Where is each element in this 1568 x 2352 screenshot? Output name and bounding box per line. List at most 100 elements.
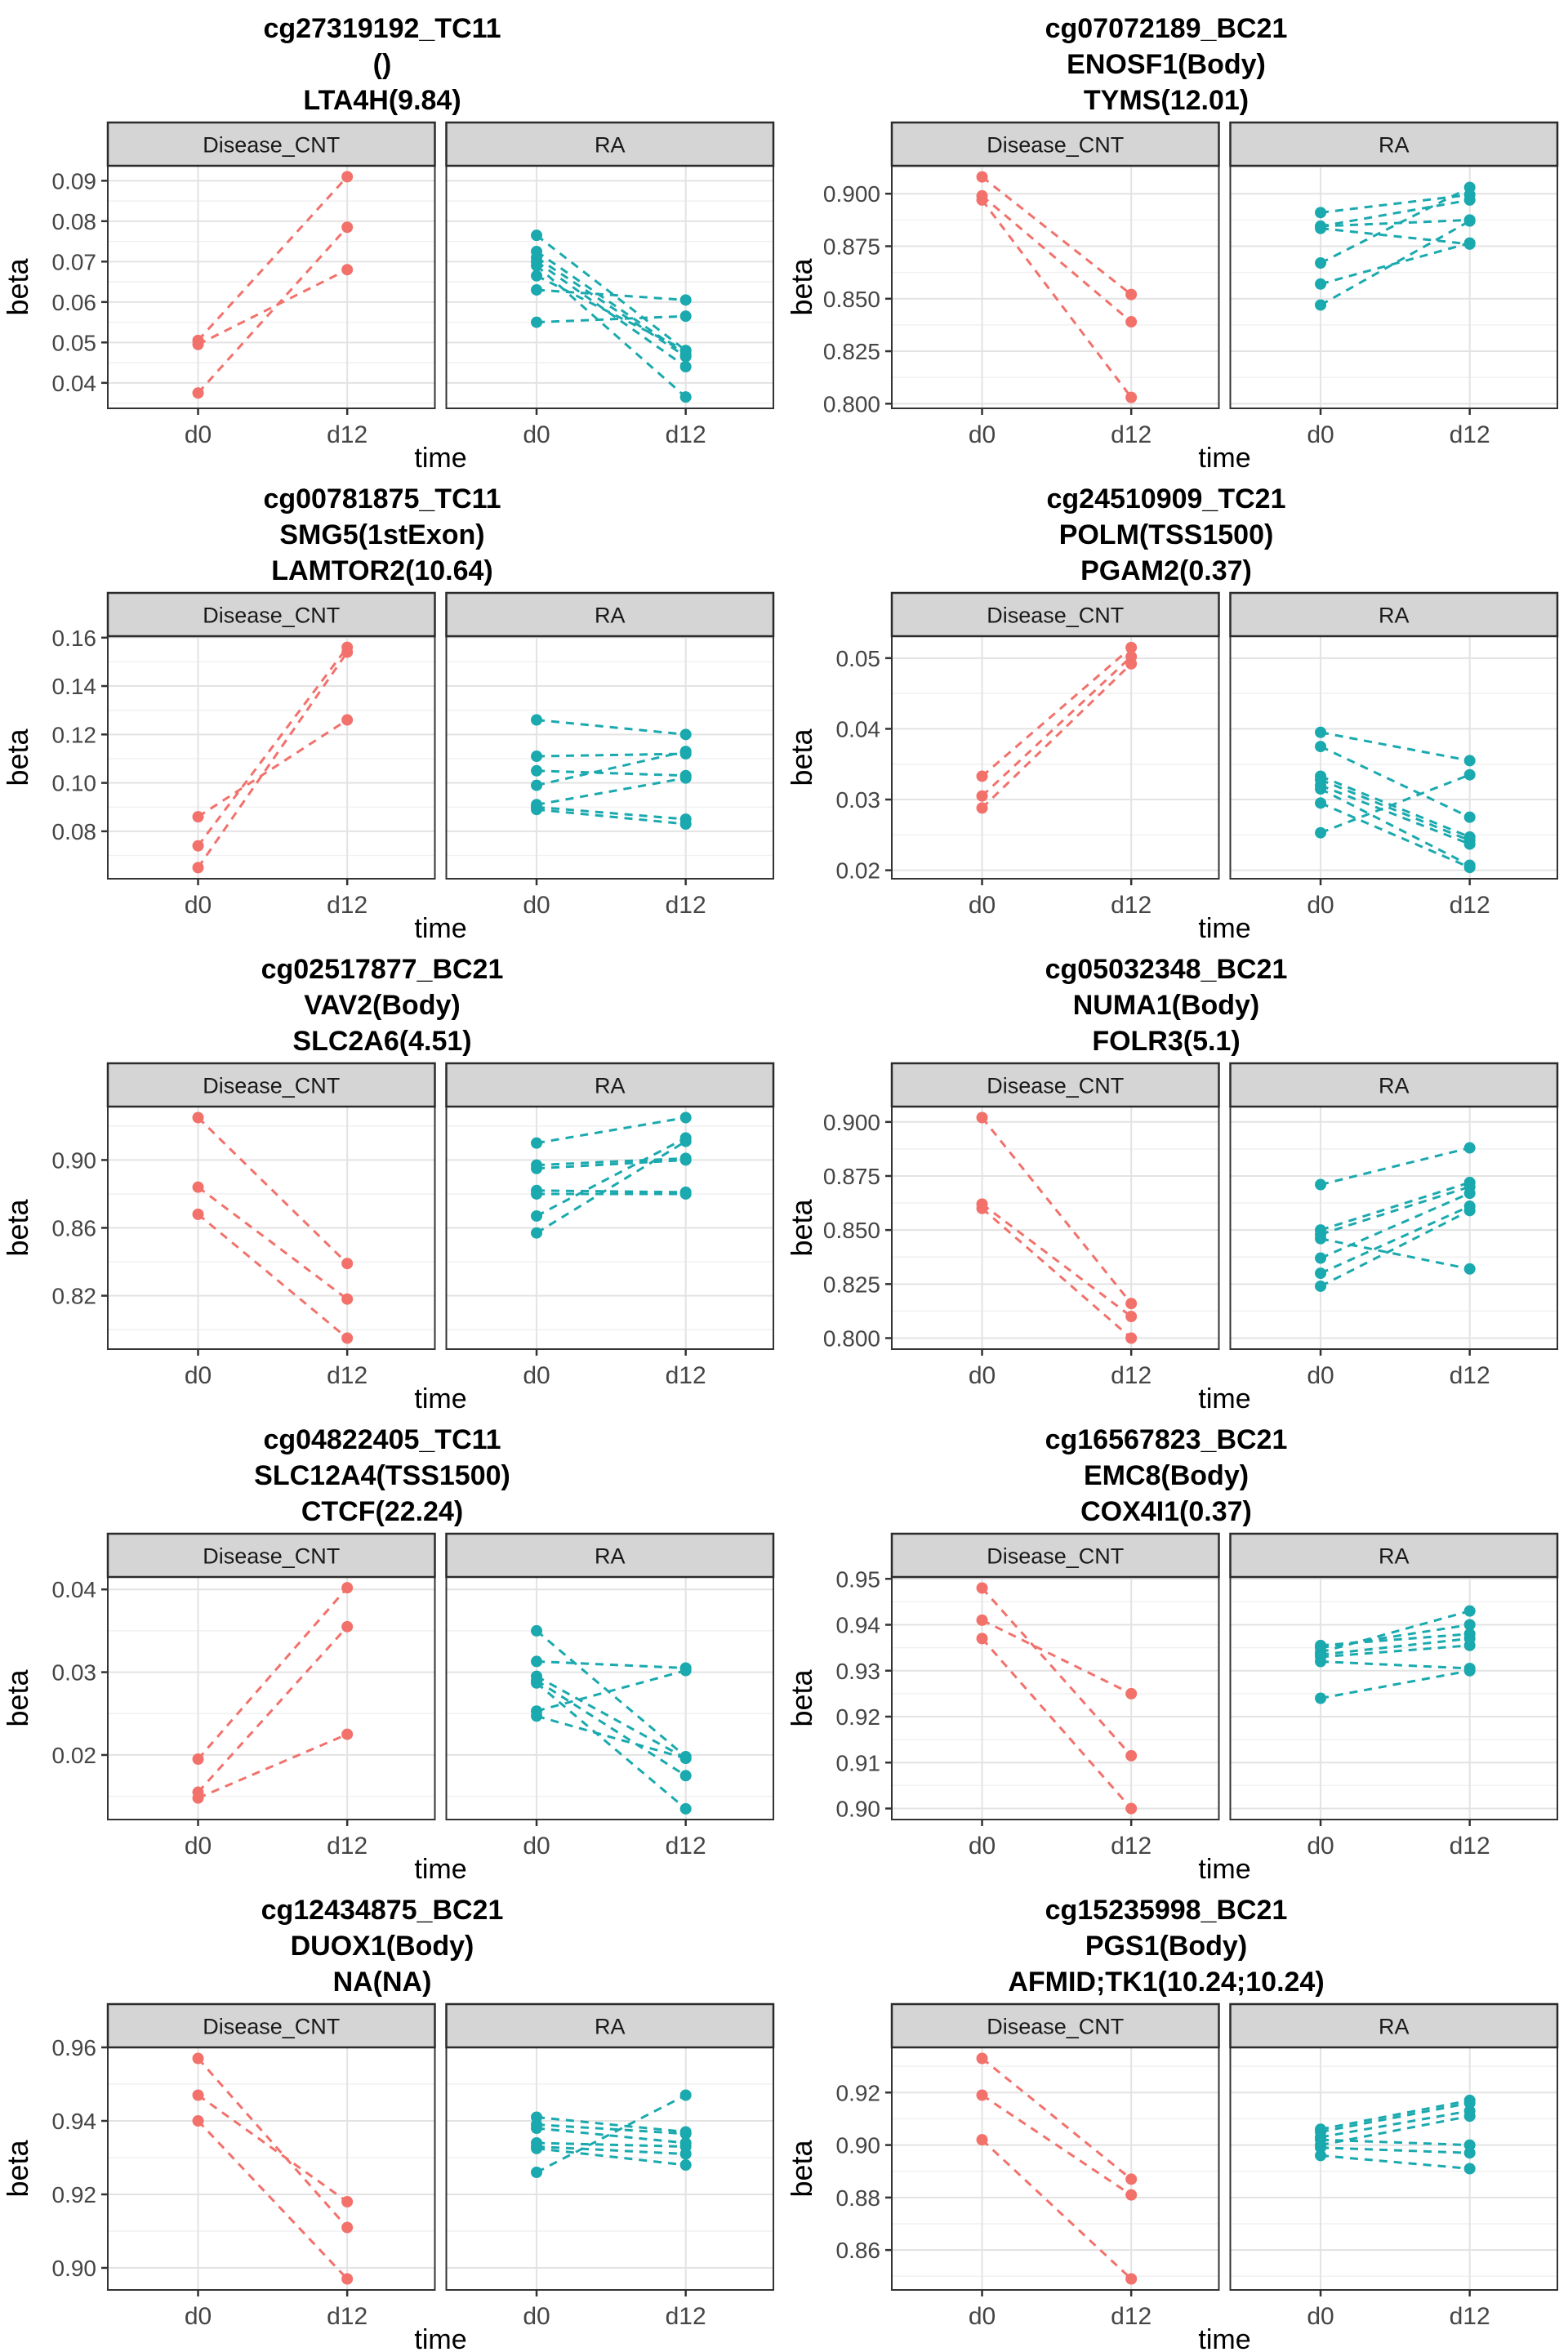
data-point [1463,862,1476,874]
data-point [531,2123,543,2134]
slope-chart: cg02517877_BC21 VAV2(Body) SLC2A6(4.51) Dis… [1,954,775,1411]
data-point [341,1728,354,1740]
series-line [1320,227,1470,246]
facet-strip [1229,1532,1559,1579]
data-point [679,1752,692,1764]
panel-background [892,636,1219,879]
facet-strip-label: Disease_CNT [203,2015,340,2039]
chart-title-line: SLC12A4(TSS1500) [254,1460,510,1491]
data-point [679,1154,692,1166]
chart-title-line: cg07072189_BC21 [1045,13,1288,44]
data-point [679,345,692,357]
y-tick-label: 0.94 [836,1613,881,1638]
chart-cell: cg15235998_BC21 PGS1(Body) AFMID;TK1(10.24… [784,1882,1568,2352]
series-line [536,1116,686,1145]
x-tick-label: d12 [327,421,368,448]
data-point [1315,257,1327,270]
chart-title-line: POLM(TSS1500) [1059,519,1274,550]
data-point [976,2052,988,2065]
series-line [1320,193,1470,214]
series-line [536,261,687,368]
data-point [1125,1687,1138,1699]
data-point [1315,1178,1327,1191]
y-tick-label: 0.92 [52,2182,97,2207]
facet-strip [890,1062,1220,1108]
data-point [1315,222,1327,234]
data-point [679,1770,692,1782]
data-point [192,387,204,399]
y-tick-label: 0.86 [836,2238,881,2263]
x-axis-label: time [1198,913,1250,941]
series-line [197,1625,349,1793]
series-line [981,2139,1133,2280]
data-point [341,1258,354,1270]
facet-panel: RA d0 d12 [445,591,775,919]
series-line [1320,186,1471,265]
data-point [1125,2189,1138,2201]
series-line [536,265,687,399]
data-point [1125,1802,1138,1815]
data-point [192,2115,204,2127]
facet-strip-label: Disease_CNT [203,133,340,158]
panel-background [108,1577,435,1820]
series-line [1320,775,1471,839]
series-line [1320,745,1471,819]
series-line [1320,1637,1470,1656]
facet-strip [106,2002,436,2049]
data-point [341,2196,354,2207]
series-line [197,176,349,341]
x-tick-label: d0 [969,421,996,448]
series-line [537,1189,686,1194]
chart-cell: cg04822405_TC11 SLC12A4(TSS1500) CTCF(22.2… [0,1411,784,1882]
data-point [1463,1263,1476,1275]
x-axis-label: time [1198,1854,1250,1882]
x-tick-label: d0 [185,892,212,919]
facet-panel: Disease_CNT d0 d12 0.90 0.91 0.92 0.93 0.94 0.95 [836,1532,1220,1860]
x-tick-label: d0 [523,2303,550,2330]
x-tick-label: d0 [185,1362,212,1389]
series-line [1320,1633,1470,1647]
data-point [1315,1232,1327,1245]
y-tick-label: 0.04 [52,1577,97,1602]
panel-background [446,2047,773,2290]
x-axis-label: time [414,443,466,470]
data-point [192,338,204,350]
panel-background [108,636,435,879]
chart-cell: cg02517877_BC21 VAV2(Body) SLC2A6(4.51) Dis… [0,941,784,1411]
data-point [341,221,354,234]
y-tick-label: 0.90 [52,2256,97,2281]
y-tick-label: 0.14 [52,674,97,699]
series-line [1320,1669,1470,1699]
y-axis-label: beta [1,1198,34,1256]
data-point [531,1710,543,1722]
data-point [341,264,354,276]
data-point [531,316,543,328]
x-axis-label: time [1198,1383,1250,1411]
y-tick-label: 0.875 [823,1164,880,1189]
x-tick-label: d0 [185,421,212,448]
series-line [1320,778,1471,842]
x-tick-label: d0 [523,421,550,448]
facet-strip [445,1532,775,1579]
series-line [536,1137,687,1218]
x-tick-label: d0 [969,2303,996,2330]
y-tick-label: 0.96 [52,2035,97,2060]
y-tick-label: 0.02 [836,858,881,884]
data-point [192,1181,204,1193]
facet-panel: Disease_CNT d0 d12 0.86 0.88 0.90 0.92 [836,2002,1220,2330]
data-point [1463,215,1476,227]
series-line [536,1682,687,1810]
chart-title-line: cg04822405_TC11 [263,1424,501,1455]
facet-panel: Disease_CNT d0 d12 0.800 0.825 0.850 0.875 0.90… [823,1062,1220,1389]
x-tick-label: d0 [185,1833,212,1860]
data-point [1463,768,1476,781]
facet-panel: RA d0 d12 [1229,121,1559,448]
y-tick-label: 0.16 [52,626,97,651]
slope-chart: cg15235998_BC21 PGS1(Body) AFMID;TK1(10.24… [785,1895,1559,2352]
series-line [1320,784,1471,845]
panel-background [446,1577,773,1820]
y-tick-label: 0.94 [52,2109,97,2134]
x-tick-label: d0 [523,1362,550,1389]
chart-title-line: TYMS(12.01) [1084,85,1249,116]
y-axis-label: beta [1,728,34,786]
